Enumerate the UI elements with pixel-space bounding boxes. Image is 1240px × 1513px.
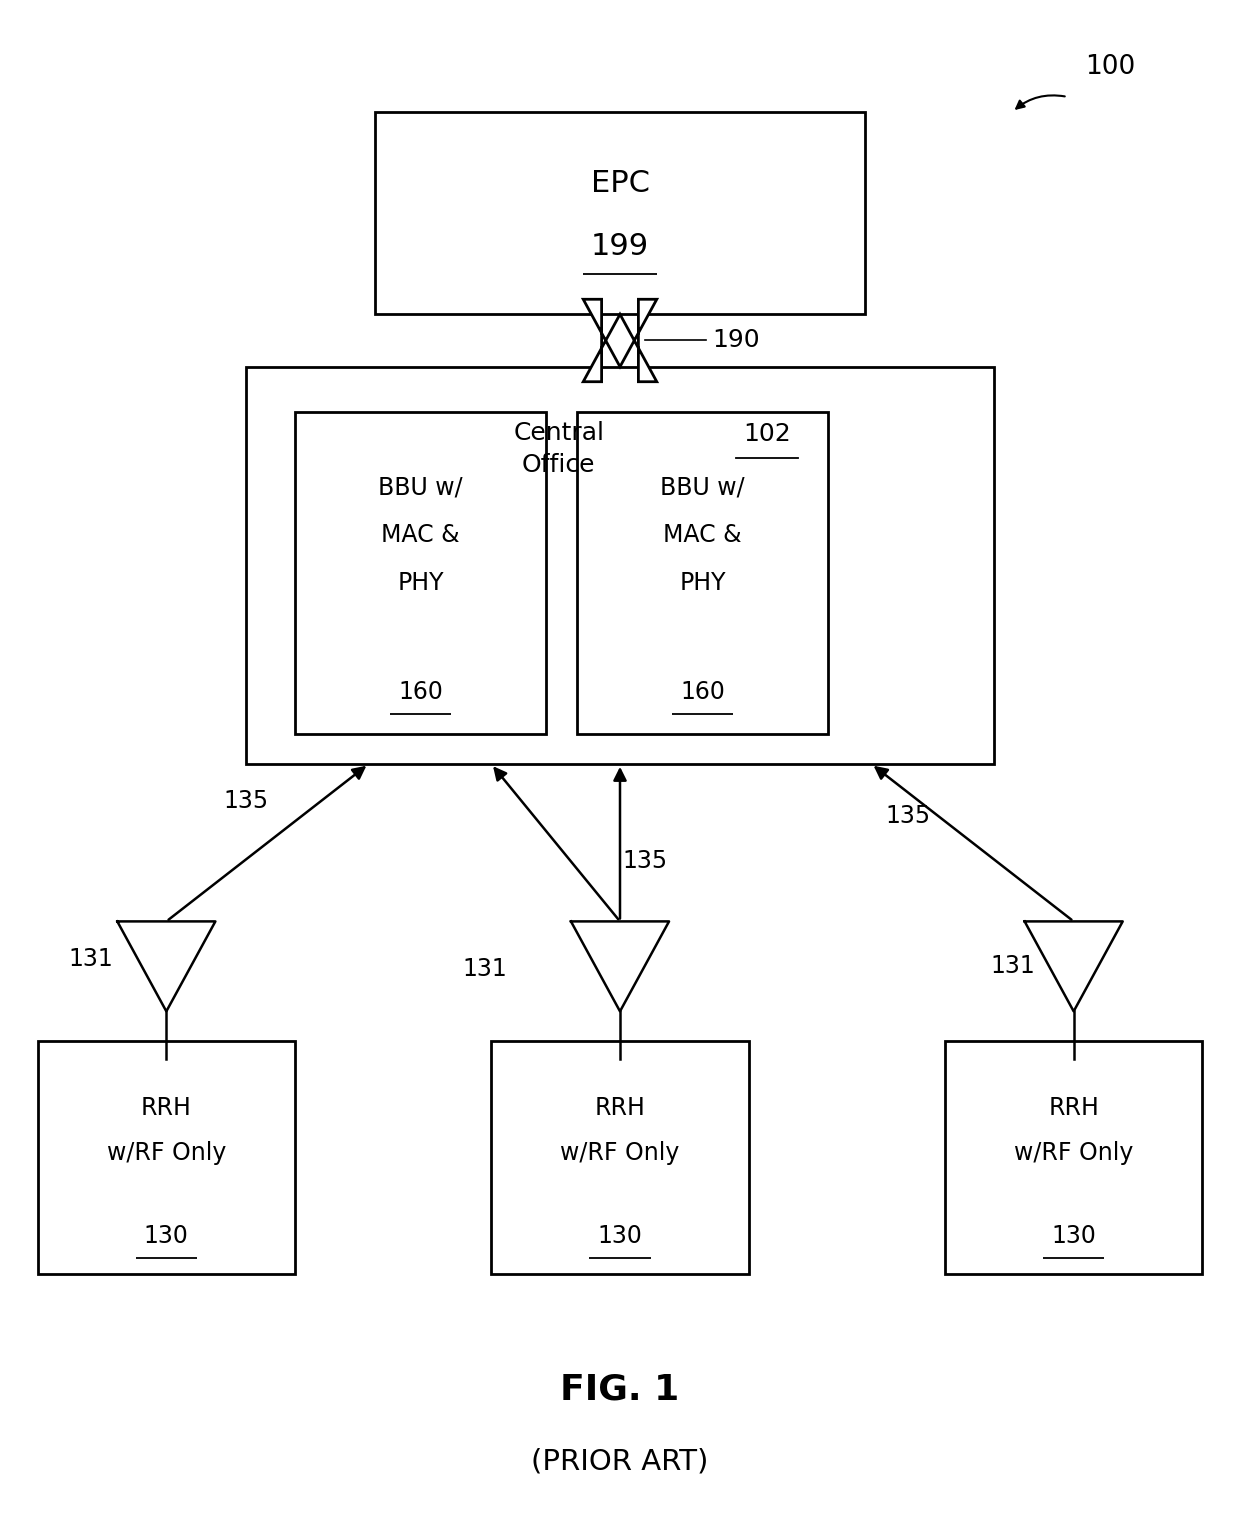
Text: 130: 130 bbox=[1052, 1224, 1096, 1248]
Bar bbox=[945, 1041, 1203, 1274]
Text: BBU w/: BBU w/ bbox=[661, 475, 745, 499]
Text: 131: 131 bbox=[463, 958, 507, 982]
Text: w/RF Only: w/RF Only bbox=[107, 1141, 226, 1165]
Text: PHY: PHY bbox=[398, 572, 444, 595]
Text: (PRIOR ART): (PRIOR ART) bbox=[531, 1446, 709, 1475]
Text: RRH: RRH bbox=[594, 1095, 646, 1120]
Text: Central
Office: Central Office bbox=[513, 422, 604, 477]
Text: 131: 131 bbox=[990, 955, 1034, 979]
Bar bbox=[37, 1041, 295, 1274]
Text: 130: 130 bbox=[144, 1224, 188, 1248]
Text: RRH: RRH bbox=[141, 1095, 192, 1120]
Bar bbox=[374, 112, 866, 315]
Text: 130: 130 bbox=[598, 1224, 642, 1248]
Text: EPC: EPC bbox=[590, 168, 650, 198]
Text: 102: 102 bbox=[743, 422, 791, 446]
Text: FIG. 1: FIG. 1 bbox=[560, 1372, 680, 1406]
Text: w/RF Only: w/RF Only bbox=[1014, 1141, 1133, 1165]
Text: BBU w/: BBU w/ bbox=[378, 475, 463, 499]
Text: 131: 131 bbox=[68, 947, 113, 971]
Text: MAC &: MAC & bbox=[663, 523, 742, 548]
Text: 135: 135 bbox=[622, 849, 667, 873]
Text: 160: 160 bbox=[398, 679, 443, 704]
Bar bbox=[577, 412, 828, 734]
Bar bbox=[295, 412, 547, 734]
Text: 190: 190 bbox=[712, 328, 760, 351]
Text: PHY: PHY bbox=[680, 572, 725, 595]
Polygon shape bbox=[583, 300, 657, 381]
Text: 135: 135 bbox=[885, 805, 931, 829]
Bar bbox=[491, 1041, 749, 1274]
Text: RRH: RRH bbox=[1048, 1095, 1099, 1120]
Text: MAC &: MAC & bbox=[382, 523, 460, 548]
Text: 160: 160 bbox=[681, 679, 725, 704]
Text: 100: 100 bbox=[1085, 54, 1136, 80]
Text: w/RF Only: w/RF Only bbox=[560, 1141, 680, 1165]
Text: 199: 199 bbox=[591, 231, 649, 260]
Bar bbox=[246, 366, 994, 764]
Text: 135: 135 bbox=[223, 790, 269, 814]
